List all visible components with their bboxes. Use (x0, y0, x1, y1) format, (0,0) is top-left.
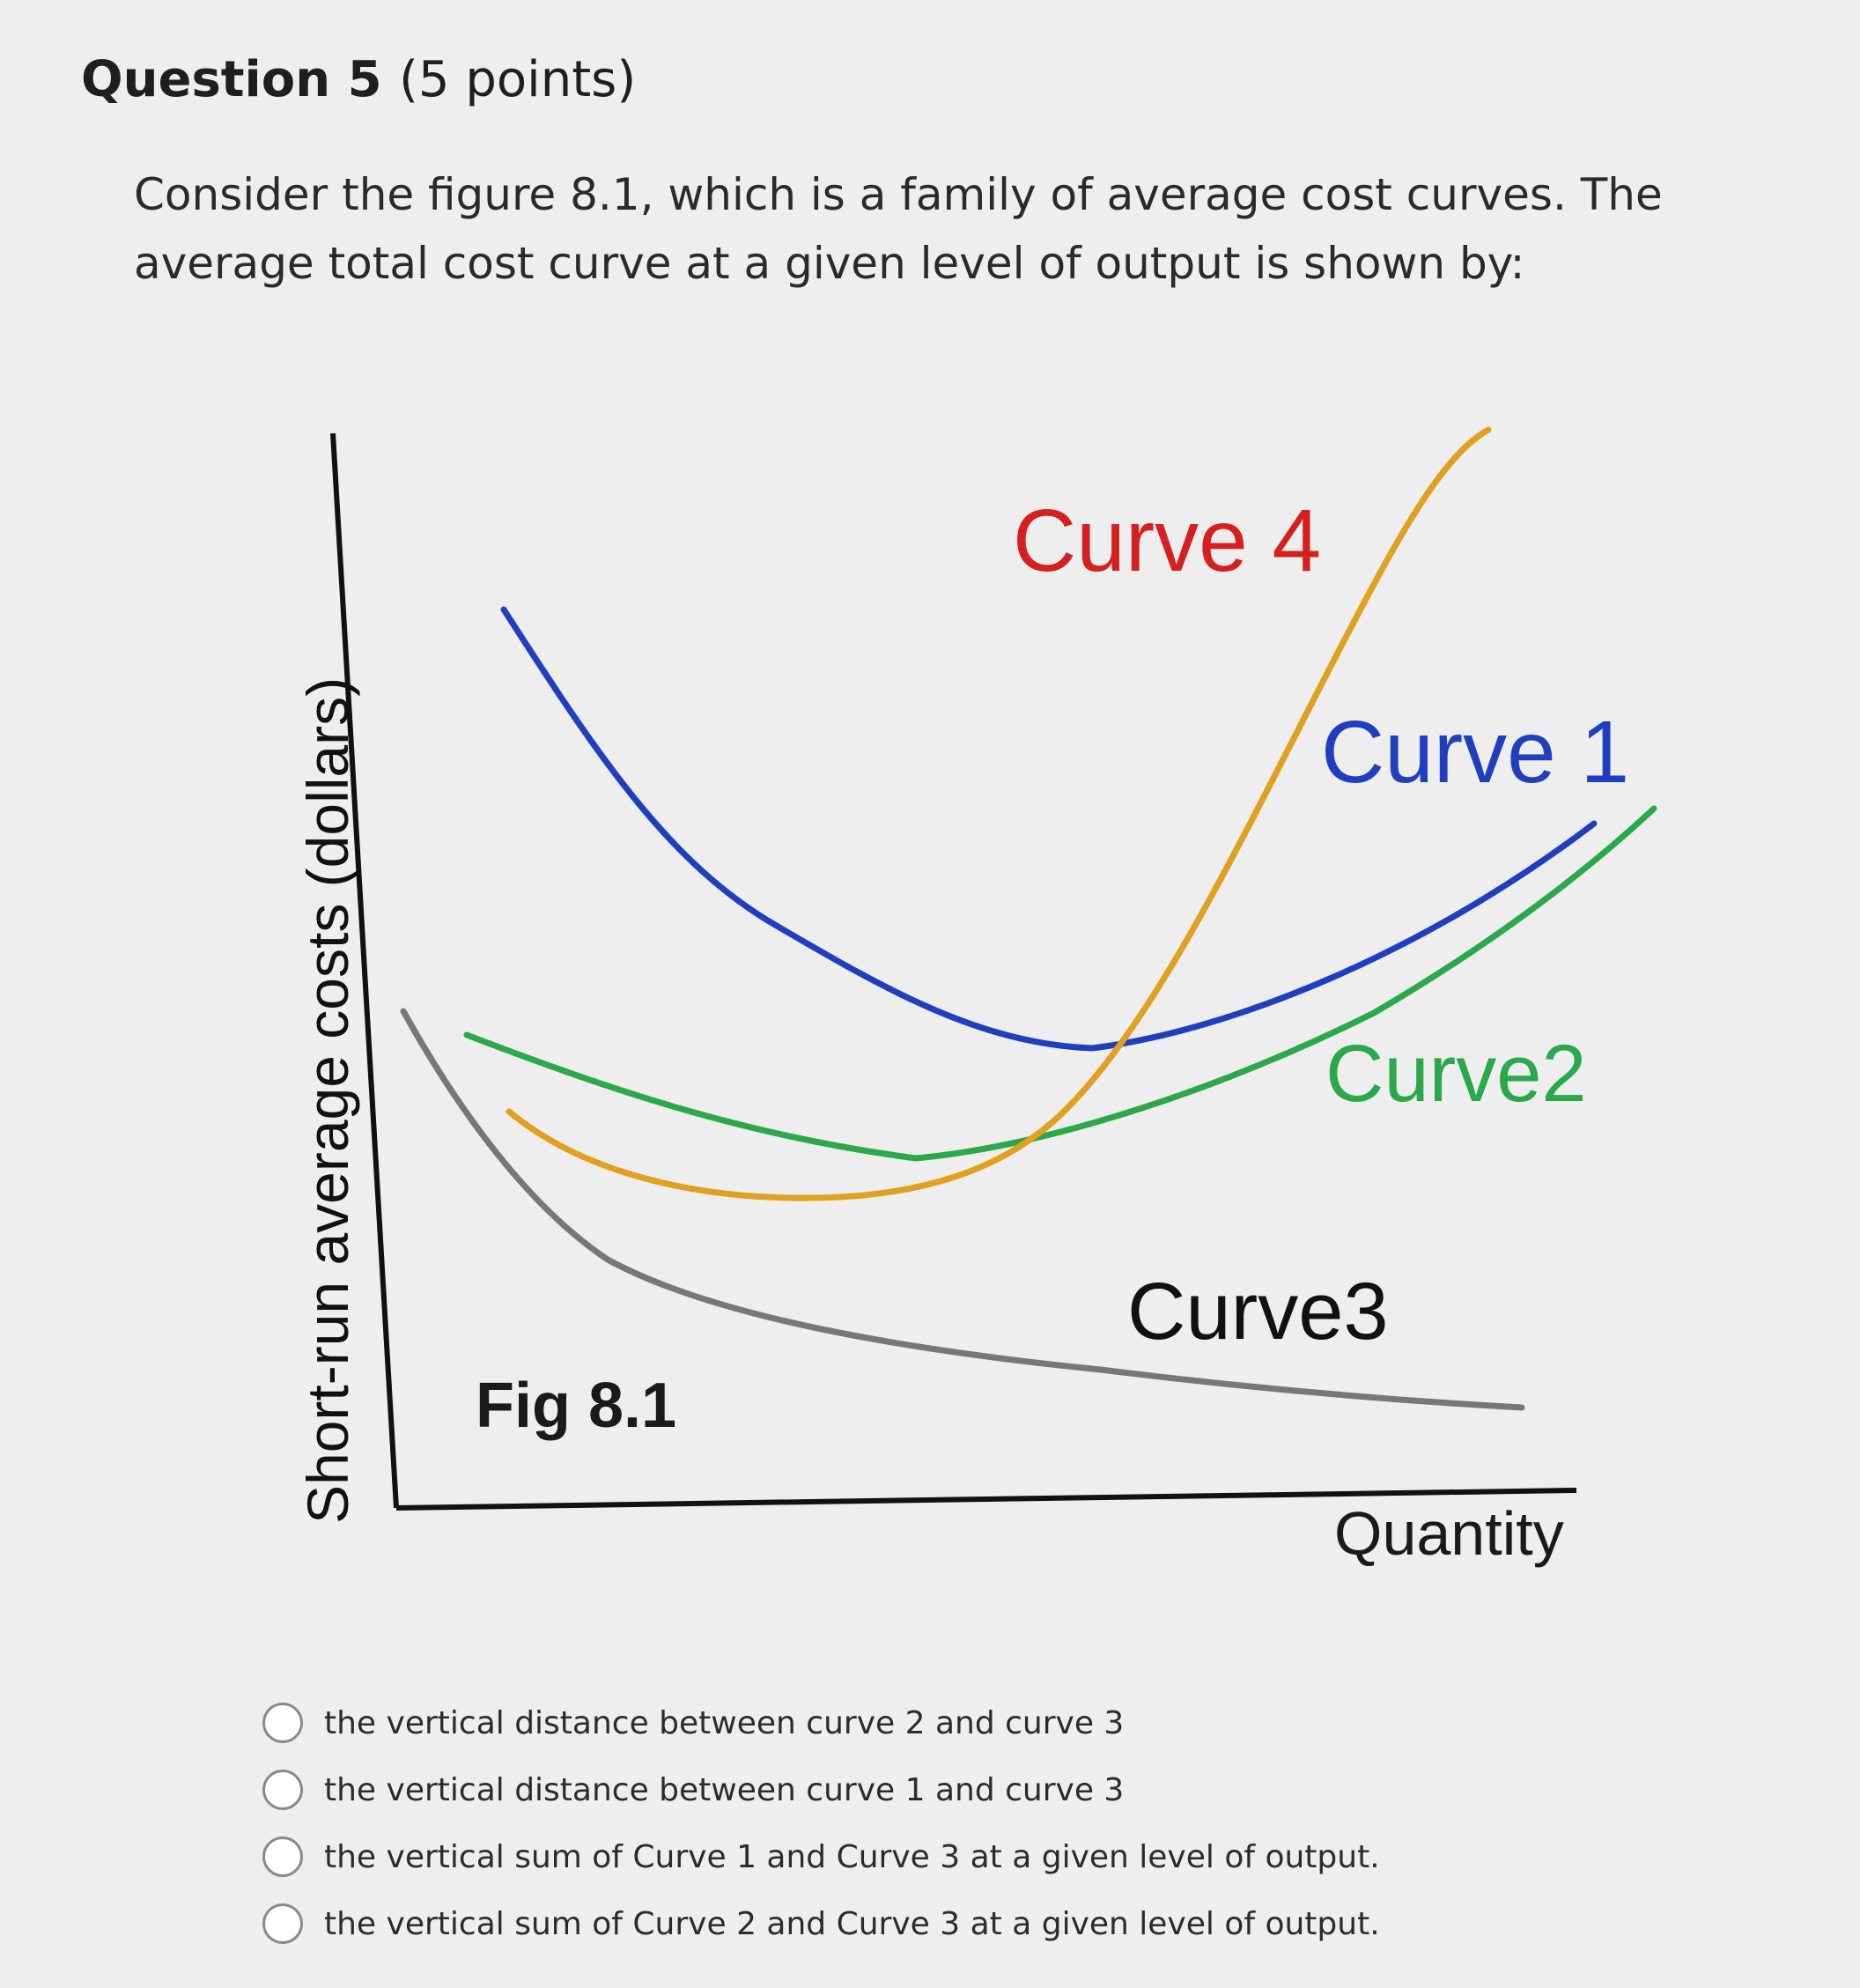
answer-option-4[interactable]: the vertical sum of Curve 2 and Curve 3 … (262, 1890, 1380, 1957)
curve-2-line (463, 805, 1657, 1162)
x-axis-label: Quantity (1334, 1499, 1564, 1568)
question-text: Consider the figure 8.1, which is a fami… (134, 169, 1663, 289)
question-title: Question 5 (5 points) (81, 51, 636, 108)
answer-option-2[interactable]: the vertical distance between curve 1 an… (262, 1756, 1380, 1823)
question-points: (5 points) (399, 51, 637, 108)
curve-4-label: Curve 4 (1013, 491, 1321, 590)
y-axis-label: Short-run average costs (dollars) (295, 677, 360, 1524)
question-number: Question 5 (81, 51, 382, 108)
figure-caption: Fig 8.1 (476, 1371, 676, 1441)
radio-button[interactable] (262, 1836, 303, 1877)
answer-option-3[interactable]: the vertical sum of Curve 1 and Curve 3 … (262, 1823, 1380, 1890)
answer-text: the vertical sum of Curve 1 and Curve 3 … (324, 1838, 1380, 1875)
curve-2-label: Curve2 (1325, 1029, 1587, 1119)
x-axis (395, 1488, 1577, 1511)
curve-4-line (506, 426, 1492, 1201)
answer-options: the vertical distance between curve 2 an… (262, 1689, 1380, 1957)
answer-text: the vertical distance between curve 1 an… (324, 1771, 1125, 1808)
radio-button[interactable] (262, 1903, 303, 1944)
answer-option-1[interactable]: the vertical distance between curve 2 an… (262, 1689, 1380, 1756)
curve-1-line (500, 606, 1598, 1052)
radio-button[interactable] (262, 1703, 303, 1743)
radio-button[interactable] (262, 1770, 303, 1810)
curve-1-label: Curve 1 (1321, 703, 1629, 802)
y-axis (330, 432, 399, 1509)
answer-text: the vertical sum of Curve 2 and Curve 3 … (324, 1905, 1380, 1942)
answer-text: the vertical distance between curve 2 an… (324, 1704, 1125, 1741)
curve-3-line (400, 1008, 1525, 1411)
curve-3-label: Curve3 (1127, 1267, 1389, 1356)
